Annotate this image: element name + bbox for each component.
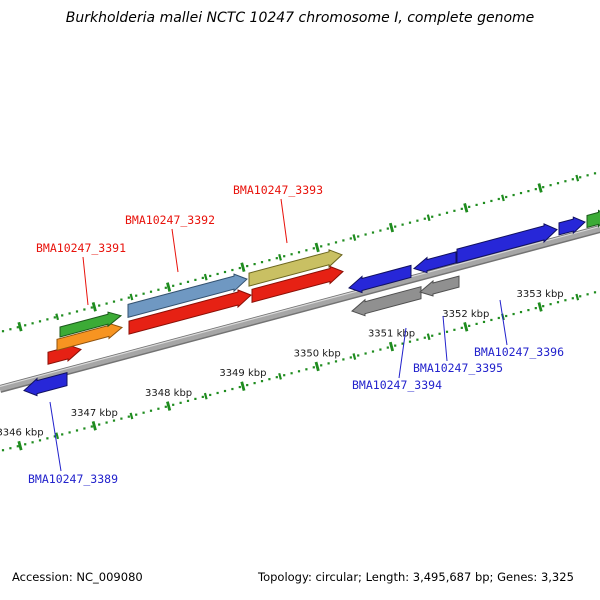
gene-label-leader: [280, 198, 288, 244]
genome-backbone-core: [0, 226, 600, 392]
gene-blue-c[interactable]: [558, 216, 586, 236]
ruler-line-lower: [1, 291, 597, 452]
genome-title: Burkholderia mallei NCTC 10247 chromosom…: [65, 10, 535, 26]
ruler-kbp-label: 3347 kbp: [71, 408, 118, 419]
gene-label-BMA10247_3392: BMA10247_3392: [125, 213, 215, 227]
gene-label-leader: [499, 299, 508, 346]
gene-label-BMA10247_3389: BMA10247_3389: [28, 472, 118, 486]
ruler-kbp-label: 3349 kbp: [219, 368, 266, 379]
gene-label-BMA10247_3393: BMA10247_3393: [233, 183, 323, 197]
gene-label-BMA10247_3396: BMA10247_3396: [474, 345, 564, 359]
gene-BMA10247_3392[interactable]: [127, 273, 248, 319]
gene-BMA10247_3389[interactable]: [23, 371, 68, 397]
genome-summary-text: Topology: circular; Length: 3,495,687 bp…: [258, 570, 574, 584]
gene-red-c[interactable]: [251, 265, 344, 303]
ruler-kbp-label: 3346 kbp: [0, 428, 44, 439]
ruler-kbp-label: 3350 kbp: [294, 348, 341, 359]
gene-label-BMA10247_3391: BMA10247_3391: [36, 241, 126, 255]
gene-BMA10247_3391[interactable]: [59, 311, 123, 338]
ruler-line-upper: [1, 172, 597, 333]
gene-label-leader: [171, 228, 179, 273]
gene-label-BMA10247_3394: BMA10247_3394: [352, 378, 442, 392]
ruler-kbp-label: 3353 kbp: [517, 289, 564, 300]
gene-green-edge[interactable]: [586, 209, 600, 229]
gene-red-b[interactable]: [128, 289, 252, 335]
gene-blue-rev-a[interactable]: [348, 264, 412, 294]
ruler-kbp-label: 3351 kbp: [368, 329, 415, 340]
gene-label-leader: [442, 315, 448, 362]
gene-label-leader: [49, 401, 62, 472]
gene-BMA10247_3395[interactable]: [418, 275, 460, 297]
gene-BMA10247_3393[interactable]: [248, 249, 343, 287]
gene-blue-rev-b[interactable]: [412, 251, 457, 274]
gene-BMA10247_3394[interactable]: [351, 286, 422, 317]
gene-label-leader: [82, 256, 89, 306]
gene-BMA10247_3396[interactable]: [456, 223, 558, 264]
gene-label-leader: [398, 327, 407, 379]
accession-text: Accession: NC_009080: [12, 570, 143, 584]
gene-label-BMA10247_3395: BMA10247_3395: [413, 361, 503, 375]
ruler-kbp-label: 3352 kbp: [442, 309, 489, 320]
ruler-kbp-label: 3348 kbp: [145, 388, 192, 399]
genome-backbone-highlight: [0, 225, 600, 387]
